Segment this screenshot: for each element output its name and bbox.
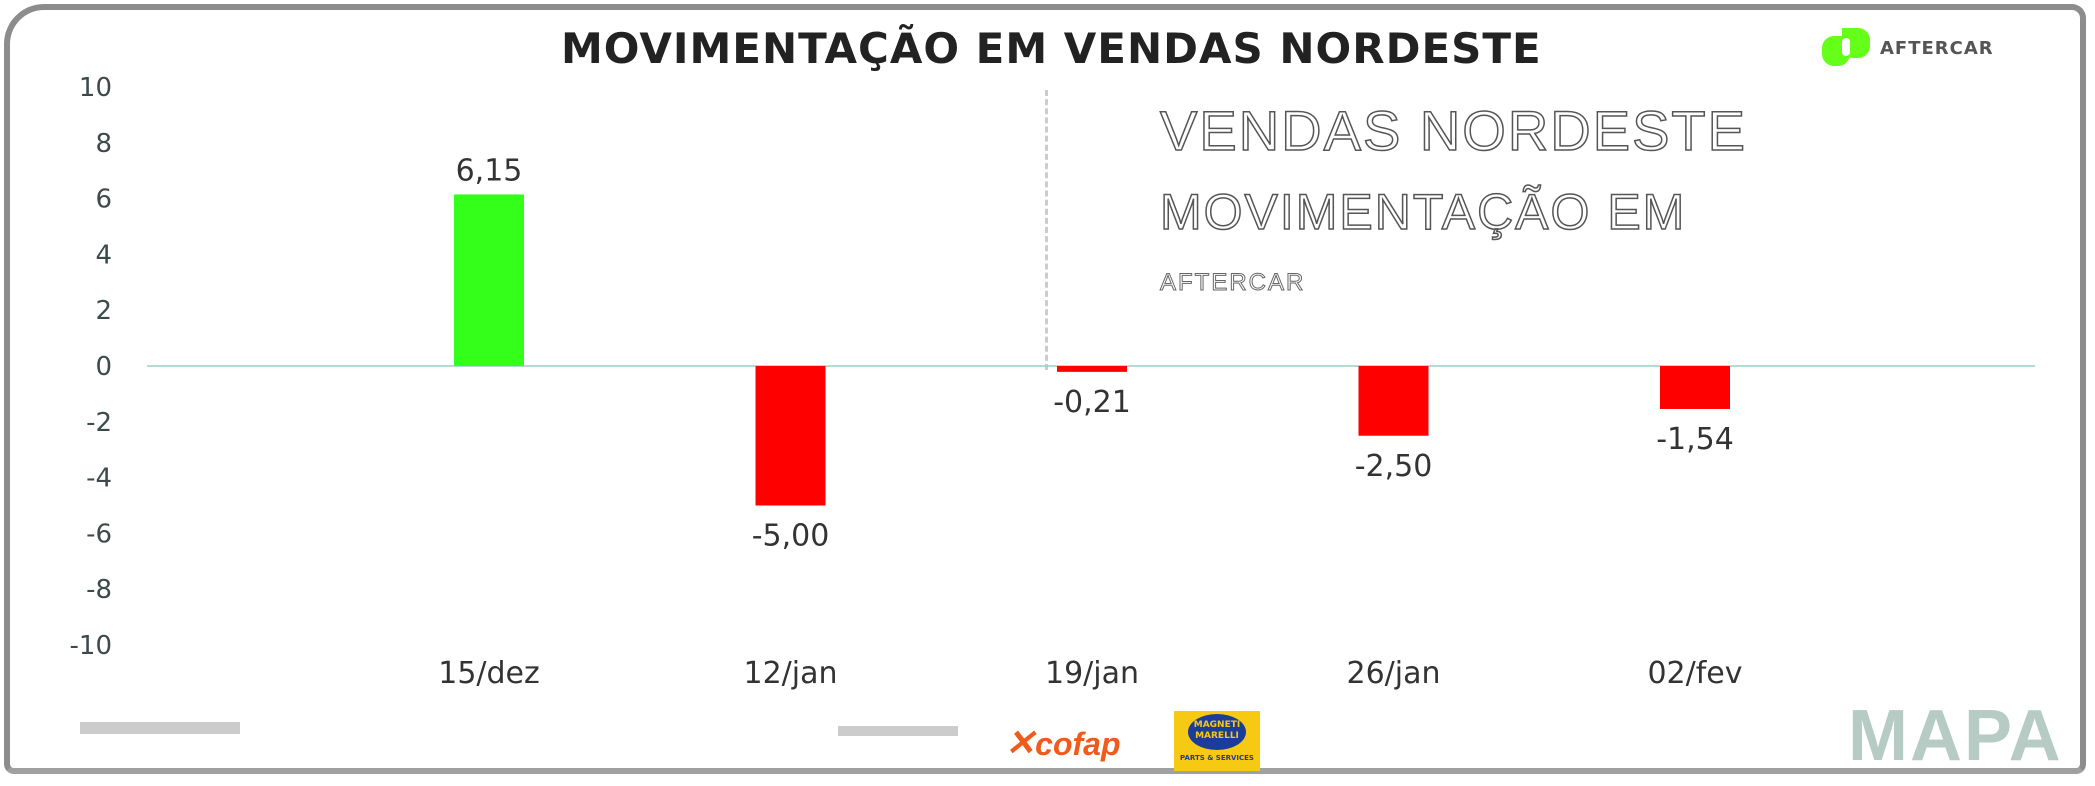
y-tick-label: -6 bbox=[86, 519, 112, 549]
x-tick-label: 12/jan bbox=[743, 656, 837, 691]
x-tick-label: 19/jan bbox=[1045, 656, 1139, 691]
sponsor-label bbox=[838, 725, 958, 740]
data-label: -1,54 bbox=[1656, 422, 1734, 457]
y-tick-label: -4 bbox=[86, 464, 112, 494]
data-label: -0,21 bbox=[1053, 385, 1131, 420]
chart-title: MOVIMENTAÇÃO EM VENDAS NORDESTE bbox=[561, 24, 1542, 73]
data-label: -2,50 bbox=[1355, 449, 1433, 484]
cofap-logo-text: cofap bbox=[1035, 726, 1121, 762]
bar bbox=[1358, 366, 1429, 436]
y-tick-label: 2 bbox=[95, 296, 112, 326]
magneti-marelli-subtext: PARTS & SERVICES bbox=[1180, 754, 1254, 762]
y-tick-label: 8 bbox=[95, 129, 112, 159]
data-label: 6,15 bbox=[456, 153, 523, 188]
chart-frame bbox=[4, 4, 2086, 774]
bar bbox=[454, 194, 524, 366]
y-tick-label: -10 bbox=[70, 631, 112, 661]
y-tick-label: 0 bbox=[95, 352, 112, 382]
ghost-title-left: VENDAS NORDESTE bbox=[1159, 99, 1747, 162]
bar bbox=[755, 366, 826, 506]
bar bbox=[1660, 366, 1730, 409]
y-tick-label: 10 bbox=[79, 73, 112, 103]
bar bbox=[1057, 366, 1127, 372]
y-tick-label: -8 bbox=[86, 575, 112, 605]
source-note bbox=[80, 722, 240, 738]
ghost-overlay-box bbox=[555, 90, 1048, 370]
magneti-marelli-logo-text: MAGNETI MARELLI bbox=[1188, 714, 1246, 750]
cofap-logo: ✕cofap bbox=[1005, 722, 1121, 763]
aftercar-logo-icon bbox=[1822, 28, 1870, 68]
y-tick-label: 6 bbox=[95, 185, 112, 215]
magneti-marelli-logo: MAGNETI MARELLI PARTS & SERVICES bbox=[1174, 711, 1260, 771]
y-tick-label: -2 bbox=[86, 408, 112, 438]
x-tick-label: 26/jan bbox=[1346, 656, 1440, 691]
ghost-brand: AFTERCAR bbox=[1159, 269, 1306, 297]
aftercar-logo-text: AFTERCAR bbox=[1880, 37, 1994, 59]
mapa-logo: MAPA bbox=[1848, 696, 2063, 776]
x-tick-label: 15/dez bbox=[438, 656, 540, 691]
ghost-title-center: MOVIMENTAÇÃO EM bbox=[1159, 184, 1687, 241]
x-tick-label: 02/fev bbox=[1647, 656, 1742, 691]
y-tick-label: 4 bbox=[95, 240, 112, 270]
aftercar-logo: AFTERCAR bbox=[1822, 28, 1994, 68]
data-label: -5,00 bbox=[752, 519, 830, 554]
